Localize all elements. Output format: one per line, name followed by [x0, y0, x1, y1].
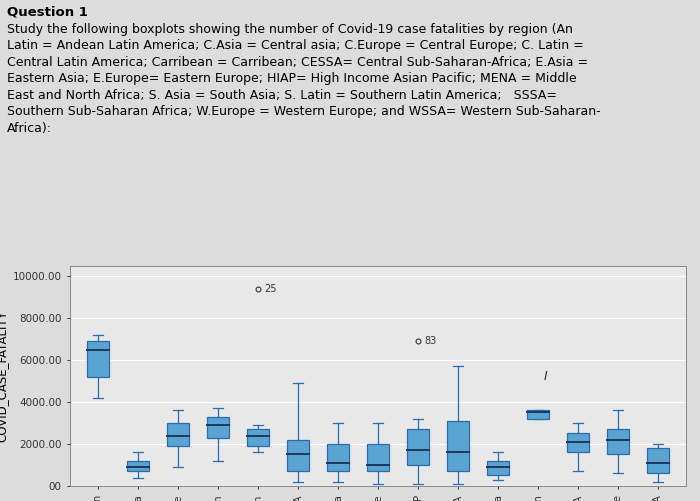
Bar — [407, 429, 429, 465]
Bar — [247, 429, 269, 446]
Bar — [567, 433, 589, 452]
Text: 83: 83 — [424, 336, 436, 346]
Bar — [527, 410, 549, 419]
Bar — [207, 417, 229, 438]
Bar — [607, 429, 629, 454]
Bar — [447, 421, 469, 471]
Bar — [167, 423, 189, 446]
Bar — [87, 341, 109, 377]
Text: Question 1: Question 1 — [7, 5, 88, 18]
Bar — [647, 448, 669, 473]
Y-axis label: COVID_CASE_FATALITY: COVID_CASE_FATALITY — [0, 310, 8, 441]
Bar — [127, 461, 149, 471]
Text: 25: 25 — [264, 284, 276, 294]
Bar — [487, 461, 509, 475]
Text: Study the following boxplots showing the number of Covid-19 case fatalities by r: Study the following boxplots showing the… — [7, 23, 601, 135]
Bar — [287, 440, 309, 471]
Text: I: I — [544, 370, 548, 383]
Bar — [327, 444, 349, 471]
Bar — [367, 444, 389, 471]
